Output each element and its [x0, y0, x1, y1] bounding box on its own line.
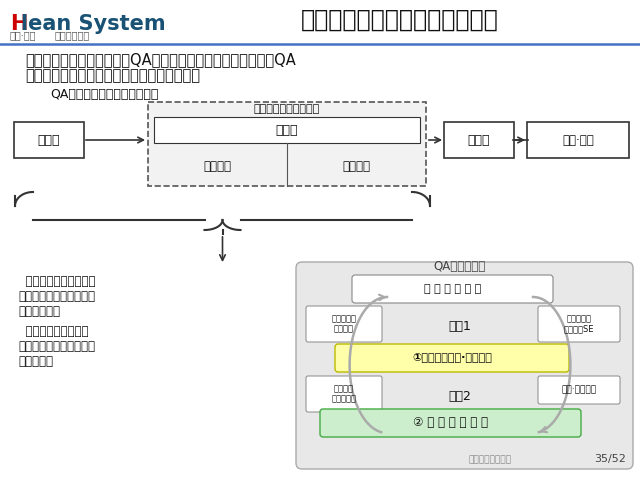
Text: QA网络表与自工序完结的关系: QA网络表与自工序完结的关系	[50, 88, 158, 101]
Text: 网络表适用的范围要比自工序完结的更广泛。: 网络表适用的范围要比自工序完结的更广泛。	[25, 68, 200, 83]
FancyBboxPatch shape	[538, 306, 620, 342]
Text: H: H	[10, 14, 28, 34]
FancyBboxPatch shape	[444, 122, 514, 158]
Text: 以量产条件
进行试制: 以量产条件 进行试制	[332, 314, 356, 334]
FancyBboxPatch shape	[320, 409, 581, 437]
Text: 困扰·课题提出: 困扰·课题提出	[561, 385, 596, 395]
Text: 幸福·精益: 幸福·精益	[10, 30, 36, 40]
FancyBboxPatch shape	[306, 306, 382, 342]
FancyBboxPatch shape	[296, 262, 633, 469]
Text: 高效企业系统: 高效企业系统	[55, 30, 90, 40]
FancyBboxPatch shape	[14, 122, 84, 158]
Bar	[148, 102, 426, 186]
Text: 要参与进来。: 要参与进来。	[18, 305, 60, 318]
Text: 后工序: 后工序	[468, 133, 490, 146]
FancyBboxPatch shape	[335, 344, 569, 372]
Text: 【自工序完结的范围】: 【自工序完结的范围】	[254, 104, 320, 114]
Text: lean System: lean System	[21, 14, 166, 34]
FancyBboxPatch shape	[352, 275, 553, 303]
Text: 自工序完结是管理活动，而QA网络表是管理工具；在范围上，QA: 自工序完结是管理活动，而QA网络表是管理工具；在范围上，QA	[25, 52, 296, 67]
Text: 良品条件
维持性管理: 良品条件 维持性管理	[332, 384, 356, 404]
Text: 试制阶段的
三位一体SE: 试制阶段的 三位一体SE	[564, 314, 595, 334]
Text: 步骤1: 步骤1	[449, 320, 472, 333]
Text: １３、梳理工序质量特性（４）: １３、梳理工序质量特性（４）	[301, 8, 499, 32]
FancyBboxPatch shape	[154, 117, 420, 143]
Text: 在质量特性的营造中，: 在质量特性的营造中，	[18, 275, 95, 288]
Text: 前工序: 前工序	[38, 133, 60, 146]
Text: QA网络表保证: QA网络表保证	[434, 260, 486, 273]
Text: 流出防止: 流出防止	[342, 159, 371, 172]
FancyBboxPatch shape	[527, 122, 629, 158]
Text: 生产现场的自工序完: 生产现场的自工序完	[18, 325, 88, 338]
Text: 步骤2: 步骤2	[449, 389, 472, 403]
Text: 35/52: 35/52	[594, 454, 626, 464]
Text: 发生防止: 发生防止	[204, 159, 232, 172]
Text: 结活动，也有助于技术积: 结活动，也有助于技术积	[18, 340, 95, 353]
FancyBboxPatch shape	[538, 376, 620, 404]
Text: 检查·监查: 检查·监查	[562, 133, 594, 146]
Text: 技术人员和技术部门必须: 技术人员和技术部门必须	[18, 290, 95, 303]
Text: 精益生产促进中心: 精益生产促进中心	[468, 455, 511, 464]
FancyBboxPatch shape	[306, 376, 382, 412]
Text: ①确立良品条件·设备保全: ①确立良品条件·设备保全	[412, 353, 492, 363]
Text: 完 善 图 纸 活 动: 完 善 图 纸 活 动	[424, 284, 481, 294]
Text: ② 遵 守 标 准 作 业: ② 遵 守 标 准 作 业	[413, 417, 488, 430]
Text: 自工序: 自工序	[276, 123, 298, 136]
Text: 累和进化。: 累和进化。	[18, 355, 53, 368]
